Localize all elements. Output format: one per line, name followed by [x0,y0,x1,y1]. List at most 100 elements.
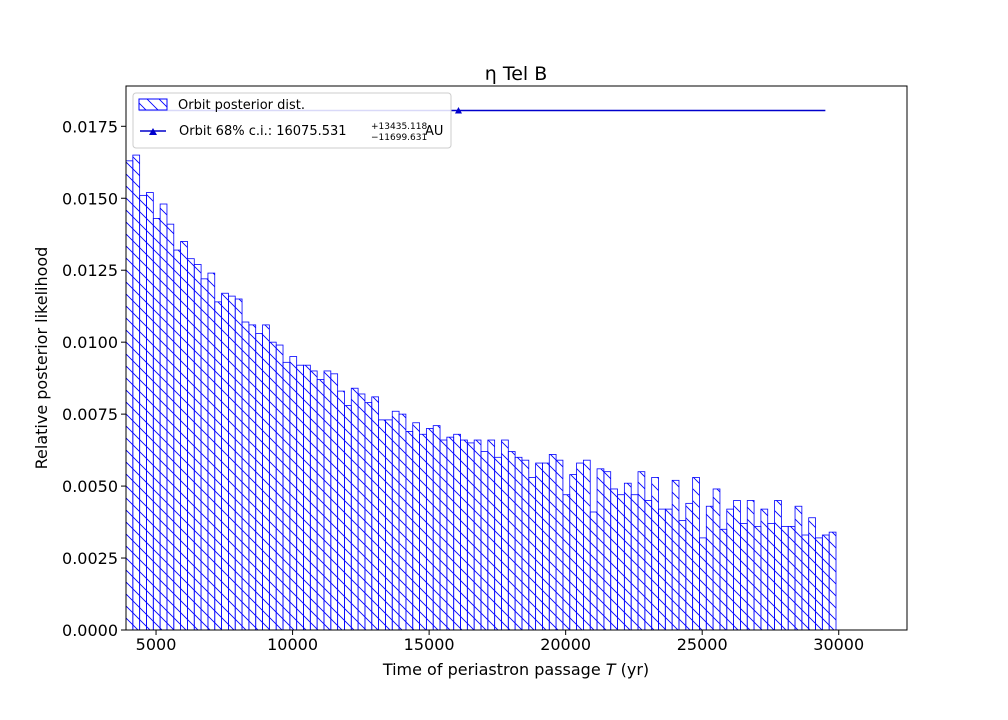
x-axis-ticks: 5000 10000 15000 20000 25000 30000 [136,630,864,654]
histogram-bar [350,387,359,630]
histogram-bar [480,451,489,630]
histogram-bar [357,393,366,630]
histogram-bar [712,488,721,630]
legend-label-hist: Orbit posterior dist. [178,98,305,113]
histogram-bar [398,413,407,630]
histogram-bar [473,439,482,630]
histogram-bar [528,477,537,630]
histogram-bar [425,428,434,630]
histogram-bar [583,459,591,630]
y-tick-label: 0.0075 [62,405,118,424]
histogram-bar [610,488,618,630]
histogram-bar [535,462,543,630]
x-tick-label: 25000 [677,635,728,654]
x-tick-label: 15000 [404,635,455,654]
histogram-bar [460,439,468,630]
y-axis-ticks: 0.0000 0.0025 0.0050 0.0075 0.0100 0.0125 0.01… [62,117,126,640]
histogram-bar [651,477,659,630]
histogram-bar [385,419,393,630]
legend-ci-unit: AU [425,124,443,139]
histogram-bar [692,477,700,630]
histogram-bar [146,192,154,630]
histogram-bar [330,373,339,630]
histogram-bar [671,479,680,630]
x-axis-label: Time of periastron passage T (yr) [382,660,649,679]
histogram-bar [268,341,277,630]
histogram-bar [405,430,414,630]
legend-errorbar-swatch [140,128,166,135]
histogram-bar [166,223,175,630]
histogram-bar [180,241,188,630]
histogram-bar [719,528,728,630]
histogram-bar [282,361,291,630]
histogram-bar [589,511,598,630]
histogram-bar [507,451,516,630]
histogram-bar [193,264,202,630]
x-tick-label: 10000 [267,635,318,654]
histogram-bar [419,433,427,630]
histogram-bar [207,272,216,630]
y-tick-label: 0.0125 [62,261,118,280]
histogram-bar [344,405,352,630]
histogram-bar [126,160,134,630]
histogram-bar [664,508,673,630]
histogram-bar [187,258,195,630]
histogram-bar [132,154,141,630]
histogram-bar [569,474,577,630]
histogram-bar [494,456,502,630]
histogram-bar [446,436,455,630]
histogram-bar [296,364,304,630]
histogram-bar [815,537,823,630]
histogram-bar [726,508,734,630]
histogram-bar [289,356,298,630]
histogram-bar [596,468,605,630]
histogram-bar [658,508,666,630]
histogram-bar [275,344,284,630]
histogram-bar [623,482,632,630]
histogram-bar [821,534,830,630]
histogram-bar [678,520,687,630]
histogram-bar [774,500,782,630]
histogram-bar [228,295,236,630]
histogram-bar [808,517,816,630]
histogram-bar [767,523,775,630]
histogram-bar [152,218,161,630]
legend-ci-upper: +13435.118 [371,122,427,132]
histogram-bar [740,523,748,630]
histogram-bar [309,370,318,630]
y-tick-label: 0.0175 [62,117,118,136]
histogram-bar [685,502,694,630]
y-tick-label: 0.0000 [62,621,118,640]
histogram-bar [439,439,448,630]
legend-box [132,92,452,149]
histogram-bar [548,454,557,630]
histogram-bar [746,500,755,630]
histogram-bar [801,534,810,630]
histogram-bar [501,439,509,630]
histogram-bar [221,292,229,630]
histogram-bar [412,422,420,630]
legend: Orbit posterior dist. Orbit 68% c.i.: 16… [132,92,452,149]
errorbar-marker [454,106,462,114]
histogram-bar [644,500,653,630]
histogram-bar [637,471,646,630]
histogram-bar [248,324,257,630]
histogram-bar [378,419,386,630]
histogram-bar [255,333,263,630]
histogram-bar [337,390,345,630]
histogram-bar [617,494,625,630]
y-tick-label: 0.0100 [62,333,118,352]
histogram-bar [200,278,209,630]
histogram-bar [699,537,707,630]
histogram-bar [214,301,222,630]
histogram-bar [705,505,714,630]
histogram-bar [371,396,379,630]
histogram-bar [159,203,168,630]
histogram-bar [432,425,441,630]
y-tick-label: 0.0025 [62,549,118,568]
y-tick-label: 0.0050 [62,477,118,496]
histogram-bar [303,364,311,630]
x-tick-label: 30000 [813,635,864,654]
histogram-bar [391,410,400,630]
